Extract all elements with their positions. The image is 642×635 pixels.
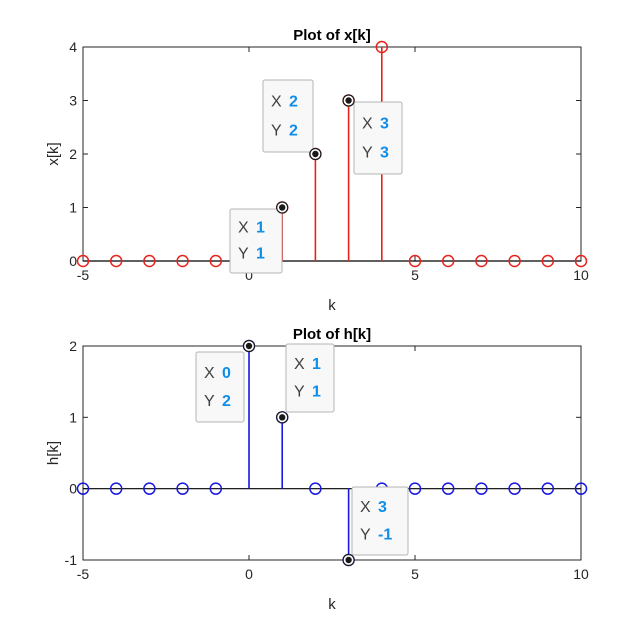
- datatip[interactable]: X 3Y 3: [342, 94, 403, 175]
- datatip-y-key: Y: [362, 144, 373, 161]
- stem-marker: [143, 254, 156, 268]
- datatip-x-key: X: [294, 356, 305, 373]
- stem-marker: [76, 482, 90, 495]
- x-axis-label: k: [328, 297, 336, 314]
- stem-marker: [176, 254, 189, 268]
- x-tick-label: 5: [411, 566, 419, 582]
- datatip[interactable]: X 1Y 1: [229, 201, 289, 274]
- y-tick-label: 0: [69, 481, 77, 497]
- datatip[interactable]: X 0Y 2: [195, 339, 256, 423]
- datatip[interactable]: X 2Y 2: [262, 79, 322, 161]
- stem-marker: [441, 254, 455, 268]
- stem-marker: [574, 254, 588, 268]
- stem-marker: [109, 254, 123, 268]
- stem-marker: [475, 254, 488, 268]
- datatip-box[interactable]: [262, 79, 314, 153]
- x-tick-label: 0: [245, 267, 253, 283]
- x-axis-label: k: [328, 596, 336, 613]
- datatip-x-value: 0: [222, 365, 231, 382]
- stem-marker: [408, 254, 422, 268]
- stem-marker: [475, 482, 488, 495]
- x-tick-label: 0: [245, 566, 253, 582]
- y-tick-label: 3: [69, 93, 77, 109]
- stem-marker: [109, 482, 123, 495]
- x-tick-label: 10: [573, 267, 589, 283]
- plot-area: [82, 46, 582, 262]
- datatip-x-key: X: [362, 116, 373, 133]
- y-tick-label: 1: [69, 409, 77, 425]
- stem-marker: [441, 482, 455, 495]
- stem-marker: [309, 482, 322, 495]
- datatip-y-value: 1: [256, 245, 265, 262]
- datatip-x-key: X: [204, 365, 215, 382]
- datatip-x-key: X: [360, 499, 371, 516]
- datatip-y-value: 2: [222, 393, 231, 410]
- y-tick-label: -1: [65, 552, 78, 568]
- stem-marker: [574, 482, 588, 495]
- stem-marker: [209, 482, 223, 495]
- y-tick-label: 4: [69, 39, 77, 55]
- datatip-y-value: 1: [312, 383, 321, 400]
- datatip-y-value: 2: [289, 122, 298, 139]
- datatip-y-value: -1: [378, 526, 392, 543]
- y-axis-label: x[k]: [45, 142, 62, 165]
- x-tick-label: 10: [573, 566, 589, 582]
- datatip-marker-dot: [345, 97, 352, 104]
- stem-marker: [375, 40, 389, 54]
- stem-marker: [541, 254, 555, 268]
- datatip-y-key: Y: [294, 383, 305, 400]
- datatip-box[interactable]: [285, 343, 335, 413]
- datatip-marker-dot: [279, 414, 286, 421]
- datatip-marker-dot: [245, 342, 253, 350]
- datatip-x-value: 1: [312, 356, 321, 373]
- datatip-x-value: 3: [380, 116, 389, 133]
- datatip-marker-dot: [279, 204, 286, 211]
- stem-marker: [143, 482, 156, 495]
- stem-marker: [209, 254, 223, 268]
- datatip-x-key: X: [238, 220, 249, 237]
- y-tick-label: 2: [69, 146, 77, 162]
- y-tick-label: 2: [69, 338, 77, 354]
- stem-marker: [508, 254, 521, 268]
- datatip-box[interactable]: [351, 486, 409, 556]
- datatip-box[interactable]: [195, 351, 245, 423]
- stem-marker: [408, 482, 422, 495]
- datatip-box[interactable]: [353, 101, 403, 175]
- datatip-y-key: Y: [238, 245, 249, 262]
- datatip[interactable]: X 3Y -1: [342, 486, 409, 567]
- datatip-x-value: 1: [256, 220, 265, 237]
- datatip-y-value: 3: [380, 144, 389, 161]
- datatip[interactable]: X 1Y 1: [276, 343, 335, 424]
- x-tick-label: 5: [411, 267, 419, 283]
- x-tick-label: -5: [77, 267, 90, 283]
- stem-marker: [541, 482, 555, 495]
- datatip-box[interactable]: [229, 208, 283, 274]
- stem-marker: [176, 482, 189, 495]
- datatip-y-key: Y: [204, 393, 215, 410]
- chart-title: Plot of x[k]: [293, 27, 371, 44]
- datatip-x-value: 3: [378, 499, 387, 516]
- y-tick-label: 1: [69, 200, 77, 216]
- x-tick-label: -5: [77, 566, 90, 582]
- datatip-marker-dot: [312, 150, 319, 158]
- y-tick-label: 0: [69, 253, 77, 269]
- stem-marker: [508, 482, 521, 495]
- datatip-marker-dot: [345, 556, 352, 564]
- chart-title: Plot of h[k]: [293, 326, 371, 343]
- datatip-x-key: X: [271, 94, 282, 111]
- datatip-y-key: Y: [271, 122, 282, 139]
- datatip-x-value: 2: [289, 94, 298, 111]
- stem-marker: [76, 254, 90, 268]
- datatip-y-key: Y: [360, 526, 371, 543]
- y-axis-label: h[k]: [45, 441, 62, 465]
